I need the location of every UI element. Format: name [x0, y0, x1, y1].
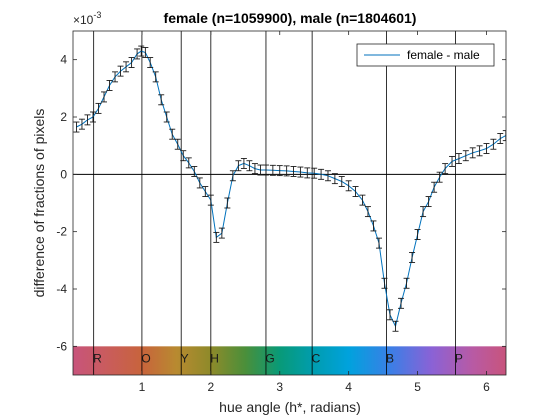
legend-entry-label: female - male: [407, 48, 480, 62]
y-tick-label: 2: [60, 110, 67, 124]
x-tick-label: 2: [207, 380, 214, 394]
y-exponent-base: ×10: [73, 13, 94, 27]
hue-band-label: C: [312, 351, 321, 365]
hue-band-label: Y: [181, 351, 189, 365]
y-exponent-power: -3: [93, 10, 101, 20]
x-tick-label: 4: [345, 380, 352, 394]
legend: female - male: [357, 44, 494, 66]
x-tick-label: 5: [414, 380, 421, 394]
y-axis-label: difference of fractions of pixels: [31, 109, 47, 298]
x-axis-label: hue angle (h*, radians): [219, 399, 361, 415]
hue-band-label: P: [455, 351, 463, 365]
hue-band-label: H: [210, 351, 219, 365]
chart-title: female (n=1059900), male (n=1804601): [164, 10, 417, 26]
y-exponent-label: ×10-3: [73, 10, 101, 27]
x-tick-label: 1: [139, 380, 146, 394]
y-tick-label: 4: [60, 53, 67, 67]
y-tick-label: -6: [56, 339, 67, 353]
y-tick-label: 0: [60, 167, 67, 181]
plot-area: [73, 31, 506, 375]
y-tick-label: -4: [56, 282, 67, 296]
hue-band: [73, 346, 506, 375]
hue-band-label: G: [265, 351, 274, 365]
y-tick-label: -2: [56, 225, 67, 239]
hue-band-label: B: [386, 351, 394, 365]
hue-band-label: O: [141, 351, 150, 365]
x-tick-label: 3: [276, 380, 283, 394]
x-tick-label: 6: [483, 380, 490, 394]
hue-band-label: R: [93, 351, 102, 365]
